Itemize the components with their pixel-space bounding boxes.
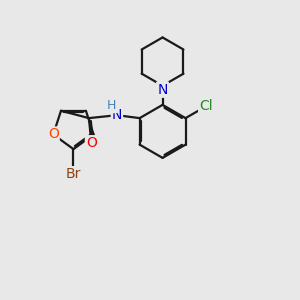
Text: O: O xyxy=(48,128,59,142)
Text: Cl: Cl xyxy=(199,99,213,113)
Text: N: N xyxy=(112,108,122,122)
Text: O: O xyxy=(86,136,97,150)
Text: N: N xyxy=(158,82,168,97)
Text: H: H xyxy=(107,99,116,112)
Text: N: N xyxy=(158,82,168,97)
Text: Br: Br xyxy=(66,167,81,181)
